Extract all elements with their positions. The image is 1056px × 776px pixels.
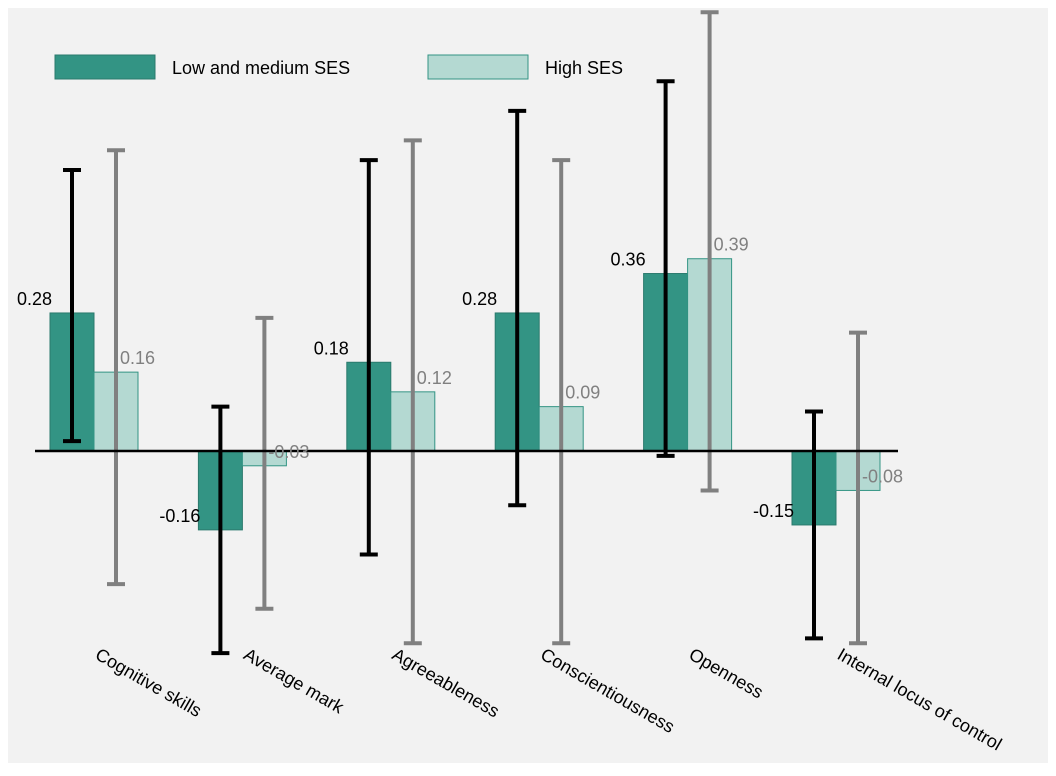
value-label-high-ses-conscientiousness: 0.09 bbox=[565, 383, 600, 403]
legend: Low and medium SES High SES bbox=[54, 54, 623, 80]
value-label-low-medium-ses-internal-locus-of-control: -0.15 bbox=[753, 501, 794, 521]
error-bar-low-medium-ses-openness bbox=[656, 79, 675, 458]
legend-swatch-low-medium-ses bbox=[54, 54, 156, 80]
error-bars-layer bbox=[63, 10, 867, 656]
error-bar-low-medium-ses-cognitive-skills bbox=[63, 167, 81, 444]
error-bar-low-medium-ses-agreeableness bbox=[359, 158, 378, 557]
error-bar-high-ses-average-mark bbox=[255, 315, 274, 611]
error-bar-high-ses-internal-locus-of-control bbox=[849, 330, 867, 646]
value-label-low-medium-ses-conscientiousness: 0.28 bbox=[462, 289, 497, 309]
error-bar-high-ses-openness bbox=[700, 10, 719, 493]
error-bar-high-ses-cognitive-skills bbox=[107, 148, 125, 587]
value-label-low-medium-ses-cognitive-skills: 0.28 bbox=[17, 289, 52, 309]
error-bar-high-ses-agreeableness bbox=[403, 138, 422, 646]
error-bar-low-medium-ses-average-mark bbox=[211, 404, 230, 656]
error-bar-low-medium-ses-internal-locus-of-control bbox=[805, 409, 823, 641]
value-label-high-ses-internal-locus-of-control: -0.08 bbox=[862, 466, 903, 486]
value-labels-layer: 0.28 0.16 -0.16 -0.03 0.18 0.12 0.28 0.09 0.36 0.… bbox=[17, 235, 903, 526]
error-bar-low-medium-ses-conscientiousness bbox=[508, 108, 527, 508]
value-label-high-ses-agreeableness: 0.12 bbox=[417, 368, 452, 388]
value-label-low-medium-ses-average-mark: -0.16 bbox=[159, 506, 200, 526]
value-label-high-ses-average-mark: -0.03 bbox=[268, 442, 309, 462]
value-label-high-ses-openness: 0.39 bbox=[714, 235, 749, 255]
error-bar-high-ses-conscientiousness bbox=[552, 158, 571, 646]
legend-label-low-medium-ses: Low and medium SES bbox=[172, 58, 350, 78]
value-label-low-medium-ses-agreeableness: 0.18 bbox=[314, 338, 349, 358]
legend-swatch-high-ses bbox=[427, 54, 529, 80]
legend-label-high-ses: High SES bbox=[545, 58, 623, 78]
value-label-high-ses-cognitive-skills: 0.16 bbox=[120, 348, 155, 368]
value-label-low-medium-ses-openness: 0.36 bbox=[611, 250, 646, 270]
